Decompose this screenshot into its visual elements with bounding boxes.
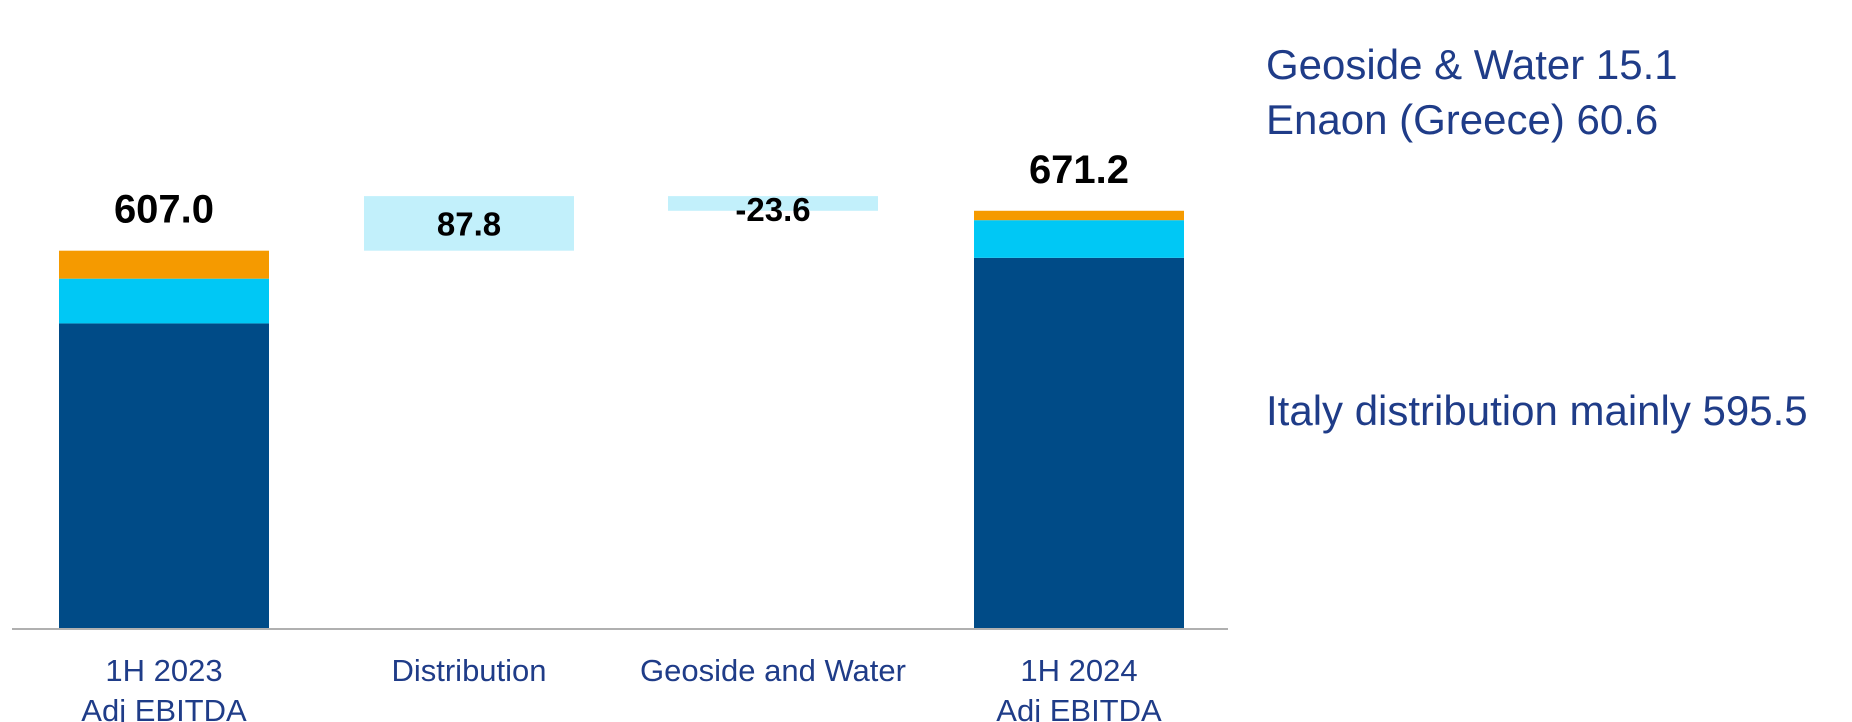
bar-4-segment-1	[974, 257, 1184, 628]
annotation-enaon-greece: Enaon (Greece) 60.6	[1266, 96, 1659, 143]
bar-4-segment-2	[974, 220, 1184, 258]
bar-1-segment-1	[59, 323, 269, 628]
labels-layer: 607.0 87.8 -23.6 671.2	[114, 148, 1129, 243]
bar-1-segment-3	[59, 250, 269, 279]
category-label-2-line-1: Distribution	[391, 653, 546, 688]
category-label-1-line-2: Adj EBITDA	[81, 693, 247, 722]
bar-4-segment-3	[974, 210, 1184, 221]
bar-1-segment-2	[59, 278, 269, 324]
bars-layer	[59, 196, 1184, 628]
category-labels: 1H 2023 Adj EBITDA Distribution Geoside and…	[81, 653, 1162, 722]
value-label-2: 87.8	[437, 205, 501, 242]
delta-bar-3	[668, 196, 878, 211]
delta-bar-2	[364, 196, 574, 251]
category-label-4-line-2: Adj EBITDA	[996, 693, 1162, 722]
value-label-4: 671.2	[1029, 148, 1129, 192]
value-label-3: -23.6	[735, 191, 810, 228]
category-label-4-line-1: 1H 2024	[1020, 653, 1137, 688]
value-label-1: 607.0	[114, 188, 214, 232]
category-label-3-line-1: Geoside and Water	[640, 653, 906, 688]
annotation-italy-distribution: Italy distribution mainly 595.5	[1266, 387, 1808, 434]
category-label-1-line-1: 1H 2023	[105, 653, 222, 688]
annotation-geoside-water: Geoside & Water 15.1	[1266, 41, 1678, 88]
